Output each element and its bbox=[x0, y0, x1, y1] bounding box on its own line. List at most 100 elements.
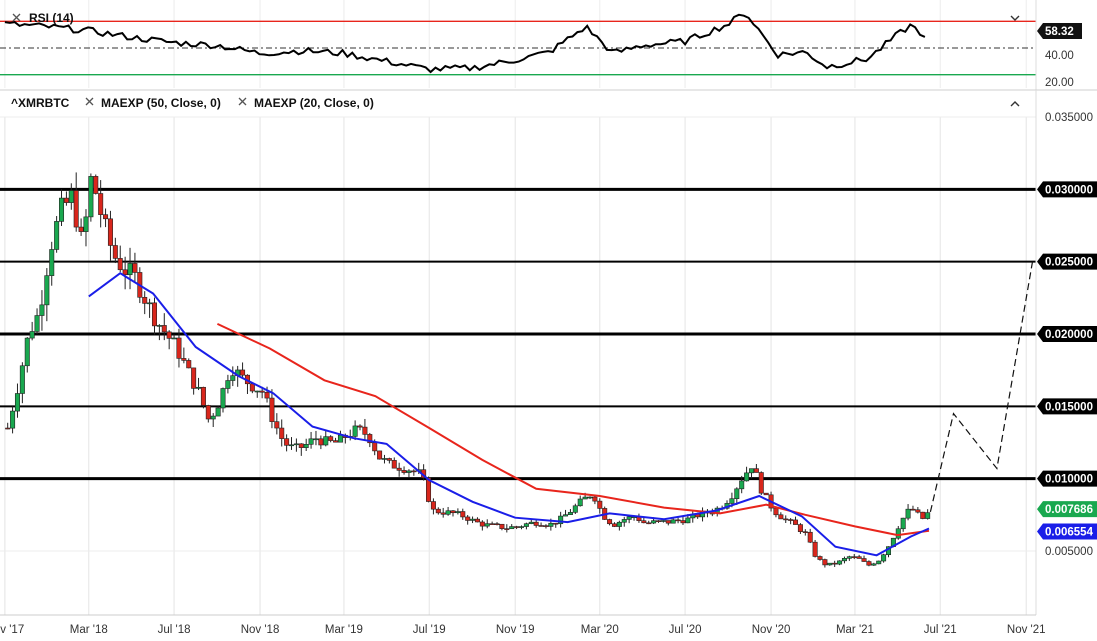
x-tick-label: Jul '19 bbox=[413, 624, 446, 636]
candle bbox=[778, 512, 784, 520]
candle bbox=[616, 520, 622, 531]
candle bbox=[832, 560, 838, 567]
y-tick-label: 0.005000 bbox=[1045, 546, 1093, 558]
candle bbox=[401, 466, 407, 475]
rsi-collapse-icon[interactable] bbox=[1010, 15, 1020, 21]
candle bbox=[274, 413, 280, 435]
candle bbox=[191, 367, 197, 395]
level-badge-text: 0.015000 bbox=[1045, 401, 1093, 413]
candle bbox=[783, 515, 789, 523]
candle bbox=[269, 389, 275, 429]
candle bbox=[93, 174, 99, 195]
candle bbox=[846, 555, 852, 561]
candle bbox=[284, 434, 290, 452]
candle bbox=[73, 172, 79, 232]
candle bbox=[406, 469, 412, 478]
candle bbox=[881, 553, 887, 563]
candle bbox=[910, 505, 916, 511]
candle bbox=[499, 523, 505, 531]
candle bbox=[161, 313, 167, 341]
price-badge-text: 0.006554 bbox=[1045, 527, 1094, 539]
candle bbox=[29, 321, 35, 341]
candle bbox=[572, 503, 578, 515]
candle bbox=[318, 435, 324, 450]
candle bbox=[323, 430, 329, 447]
candle bbox=[78, 218, 84, 236]
ema20-close-icon[interactable] bbox=[238, 97, 247, 106]
candle bbox=[430, 498, 436, 515]
candle bbox=[817, 555, 823, 561]
price-panel: 0.035000 0.005000 0.030000 0.025000 0.02000… bbox=[0, 90, 1097, 636]
candle bbox=[377, 450, 383, 460]
candle bbox=[5, 422, 11, 430]
candle bbox=[518, 525, 524, 530]
candle bbox=[670, 518, 676, 524]
ema50-close-icon[interactable] bbox=[85, 97, 94, 106]
level-badge-text: 0.030000 bbox=[1045, 184, 1093, 196]
candle bbox=[607, 518, 613, 526]
candle bbox=[690, 510, 696, 523]
rsi-panel: RSI (14) 58.32 40.00 20.00 bbox=[0, 0, 1082, 90]
price-badge-text: 0.007686 bbox=[1045, 504, 1093, 516]
candle bbox=[793, 516, 799, 525]
candle bbox=[680, 516, 686, 525]
candle bbox=[279, 419, 285, 447]
candle bbox=[748, 468, 754, 479]
candle bbox=[528, 519, 534, 525]
candle bbox=[240, 362, 246, 379]
x-tick-label: Mar '19 bbox=[325, 624, 363, 636]
x-tick-label: Jul '18 bbox=[158, 624, 191, 636]
candle bbox=[112, 237, 118, 264]
candle bbox=[103, 208, 109, 228]
candle bbox=[455, 508, 461, 515]
price-collapse-icon[interactable] bbox=[1010, 101, 1020, 107]
candlesticks bbox=[5, 172, 931, 568]
rsi-close-icon[interactable] bbox=[12, 13, 21, 22]
candle bbox=[739, 475, 745, 494]
candle bbox=[24, 337, 30, 373]
price-grid bbox=[0, 116, 1036, 615]
candle bbox=[538, 522, 544, 527]
candle bbox=[797, 523, 803, 534]
candle bbox=[920, 511, 926, 520]
candle bbox=[523, 522, 529, 530]
rsi-tick-label: 40.00 bbox=[1045, 50, 1074, 62]
x-tick-label: Nov '17 bbox=[0, 624, 24, 636]
candle bbox=[63, 191, 69, 206]
x-axis: Nov '17 Mar '18 Jul '18 Nov '18 Mar '19 Jul '… bbox=[0, 624, 1046, 636]
candle bbox=[171, 334, 177, 340]
candle bbox=[34, 308, 40, 335]
candle bbox=[440, 507, 446, 518]
candle bbox=[900, 517, 906, 532]
candle bbox=[915, 506, 921, 514]
x-tick-label: Nov '20 bbox=[752, 624, 791, 636]
rsi-grid bbox=[4, 0, 1027, 88]
candle bbox=[39, 290, 45, 331]
x-tick-label: Nov '19 bbox=[496, 624, 535, 636]
candle bbox=[700, 507, 706, 522]
candle bbox=[479, 520, 485, 531]
level-badge-text: 0.010000 bbox=[1045, 474, 1093, 486]
candle bbox=[470, 516, 476, 524]
level-badge: 0.010000 bbox=[1037, 470, 1097, 487]
candle bbox=[68, 183, 74, 210]
candle bbox=[563, 509, 569, 517]
level-badge-text: 0.025000 bbox=[1045, 257, 1093, 269]
candle bbox=[357, 424, 363, 431]
candle bbox=[489, 521, 495, 525]
candle bbox=[83, 209, 89, 247]
candle bbox=[807, 528, 813, 544]
candle bbox=[308, 431, 314, 449]
candle bbox=[465, 514, 471, 525]
rsi-value-text: 58.32 bbox=[1045, 26, 1074, 38]
candle bbox=[210, 413, 216, 428]
candle bbox=[391, 457, 397, 469]
candle bbox=[151, 297, 157, 335]
candle bbox=[49, 241, 55, 286]
candle bbox=[812, 539, 818, 558]
candle bbox=[494, 522, 500, 526]
candle bbox=[298, 443, 304, 456]
x-tick-label: Jul '20 bbox=[669, 624, 702, 636]
rsi-tick-label: 20.00 bbox=[1045, 77, 1074, 89]
